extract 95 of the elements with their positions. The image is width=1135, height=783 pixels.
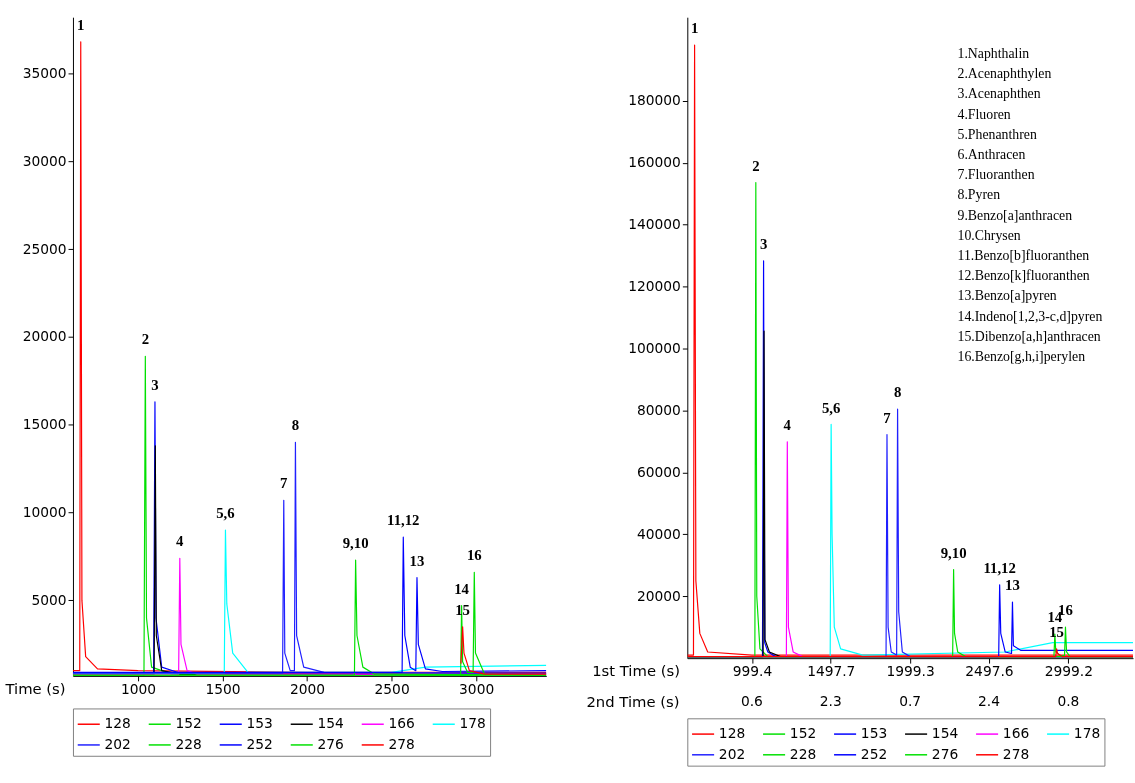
annotation: 14	[454, 580, 470, 597]
y-tick-label: 15000	[22, 416, 67, 433]
legend-label: 166	[388, 715, 415, 732]
annotation: 9,10	[940, 544, 967, 561]
annotation: 5,6	[216, 505, 235, 522]
y-tick-label: 35000	[22, 64, 67, 81]
x-tick-label: 1000	[120, 681, 157, 698]
legend-label: 228	[789, 745, 817, 762]
y-tick-label: 160000	[628, 154, 681, 171]
x2-axis-title: 2nd Time (s)	[586, 693, 680, 711]
y-tick-label: 60000	[637, 463, 681, 480]
annotation: 4.Fluoren	[957, 106, 1011, 122]
annotation: 11.Benzo[b]fluoranthen	[957, 248, 1090, 264]
legend-label: 153	[246, 715, 273, 732]
annotation: 7	[280, 475, 289, 492]
legend-label: 128	[718, 725, 746, 742]
legend-label: 228	[175, 735, 202, 752]
annotation: 14.Indeno[1,2,3-c,d]pyren	[957, 308, 1103, 324]
text: 0.7	[899, 693, 922, 710]
annotation: 7.Fluoranthen	[957, 167, 1035, 183]
annotation: 3.Acenaphthen	[957, 86, 1041, 102]
x-tick-label: 2000	[290, 681, 326, 698]
annotation: 12.Benzo[k]fluoranthen	[957, 268, 1090, 284]
x-tick-label: 3000	[459, 681, 495, 698]
annotation: 8	[893, 384, 902, 401]
x-tick-label: 1999.3	[886, 663, 935, 680]
y-tick-label: 40000	[637, 525, 681, 542]
legend-label: 128	[104, 715, 131, 732]
y-tick-label: 120000	[628, 278, 681, 295]
annotation: 3	[759, 236, 768, 253]
legend-label: 202	[718, 745, 746, 762]
legend-label: 154	[317, 715, 344, 732]
annotation: 11,12	[983, 559, 1016, 576]
legend-label: 152	[789, 725, 817, 742]
annotation: 6.Anthracen	[957, 146, 1026, 162]
text: 0.8	[1057, 693, 1080, 710]
annotation: 15.Dibenzo[a,h]anthracen	[957, 328, 1101, 344]
annotation: 13	[1005, 577, 1020, 594]
annotation: 1.Naphthalin	[957, 45, 1030, 61]
x-tick-label: 999.4	[732, 663, 773, 680]
annotation: 9.Benzo[a]anthracen	[957, 207, 1073, 223]
y-tick-label: 140000	[628, 216, 681, 233]
legend-label: 152	[175, 715, 202, 732]
y-tick-label: 25000	[22, 240, 67, 257]
x-tick-label: 2500	[374, 681, 410, 698]
legend-label: 153	[860, 725, 888, 742]
annotation: 2	[752, 157, 760, 174]
legend-label: 252	[246, 735, 273, 752]
annotation: 5,6	[821, 399, 841, 416]
x-tick-label: 1497.7	[807, 663, 856, 680]
annotation: 4	[783, 416, 792, 433]
y-tick-label: 30000	[22, 152, 67, 169]
y-tick-label: 180000	[628, 92, 681, 109]
y-tick-label: 100000	[628, 339, 681, 356]
annotation: 9,10	[342, 535, 369, 552]
legend-label: 202	[104, 735, 131, 752]
legend-label: 166	[1002, 725, 1030, 742]
y-tick-label: 5000	[31, 591, 67, 608]
y-tick-label: 20000	[637, 587, 681, 604]
x-axis-title: Time (s)	[4, 680, 66, 698]
annotation: 16	[466, 547, 482, 564]
x-tick-label: 2999.2	[1044, 663, 1093, 680]
x-tick-label: 1500	[205, 681, 241, 698]
legend-label: 178	[459, 715, 486, 732]
legend-label: 276	[317, 735, 344, 752]
text: 2.4	[978, 693, 1000, 710]
y-tick-label: 10000	[22, 503, 67, 520]
annotation: 10.Chrysen	[957, 227, 1021, 243]
annotation: 5.Phenanthren	[957, 126, 1037, 142]
annotation: 8.Pyren	[957, 187, 1001, 203]
annotation: 13	[409, 552, 425, 569]
annotation: 3	[151, 377, 159, 394]
x-axis-title: 1st Time (s)	[592, 662, 680, 680]
annotation: 1	[77, 16, 85, 33]
legend-label: 154	[931, 725, 959, 742]
annotation: 11,12	[387, 512, 420, 529]
legend-label: 252	[860, 745, 888, 762]
annotation: 7	[883, 409, 892, 426]
text: 0.6	[740, 693, 763, 710]
y-tick-label: 20000	[22, 328, 67, 345]
x-tick-label: 2497.6	[965, 663, 1014, 680]
legend-label: 278	[388, 735, 415, 752]
legend-label: 276	[931, 745, 959, 762]
annotation: 13.Benzo[a]pyren	[957, 288, 1057, 304]
annotation: 4	[176, 533, 185, 550]
annotation: 2	[141, 331, 150, 348]
annotation: 2.Acenaphthylen	[957, 66, 1052, 82]
annotation: 16.Benzo[g,h,i]perylen	[957, 349, 1086, 365]
y-tick-label: 80000	[637, 401, 681, 418]
annotation: 8	[291, 417, 300, 434]
annotation: 15	[1049, 624, 1064, 641]
legend-label: 178	[1073, 725, 1101, 742]
annotation: 1	[690, 20, 699, 37]
text: 2.3	[819, 693, 842, 710]
legend-label: 278	[1002, 745, 1030, 762]
